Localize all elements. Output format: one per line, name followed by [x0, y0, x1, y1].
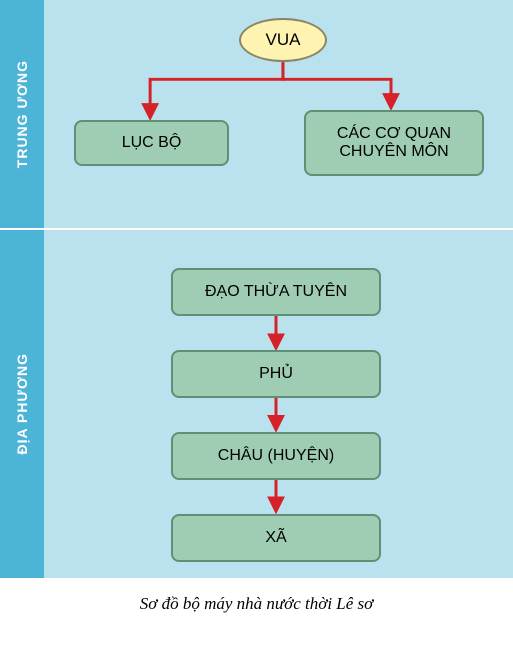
caption: Sơ đồ bộ máy nhà nước thời Lê sơ [0, 580, 513, 628]
content-local: ĐẠO THỪA TUYÊN PHỦ CHÂU (HUYỆN) XÃ [44, 230, 513, 578]
node-vua: VUA [239, 18, 327, 62]
label-col-central: TRUNG ƯƠNG [0, 0, 44, 228]
node-xa: XÃ [171, 514, 381, 562]
section-label-central: TRUNG ƯƠNG [14, 60, 30, 168]
section-local: ĐỊA PHƯƠNG ĐẠO THỪA TUYÊN PHỦ CHÂU (HUYỆ… [0, 230, 513, 580]
node-dao: ĐẠO THỪA TUYÊN [171, 268, 381, 316]
label-col-local: ĐỊA PHƯƠNG [0, 230, 44, 578]
node-chau: CHÂU (HUYỆN) [171, 432, 381, 480]
node-lucbo: LỤC BỘ [74, 120, 229, 166]
content-central: VUA LỤC BỘ CÁC CƠ QUAN CHUYÊN MÔN [44, 0, 513, 228]
node-phu: PHỦ [171, 350, 381, 398]
node-coquan: CÁC CƠ QUAN CHUYÊN MÔN [304, 110, 484, 176]
section-central: TRUNG ƯƠNG VUA LỤC BỘ CÁC CƠ QUAN CHUYÊN… [0, 0, 513, 230]
section-label-local: ĐỊA PHƯƠNG [14, 353, 30, 455]
diagram-wrapper: TRUNG ƯƠNG VUA LỤC BỘ CÁC CƠ QUAN CHUYÊN… [0, 0, 513, 628]
